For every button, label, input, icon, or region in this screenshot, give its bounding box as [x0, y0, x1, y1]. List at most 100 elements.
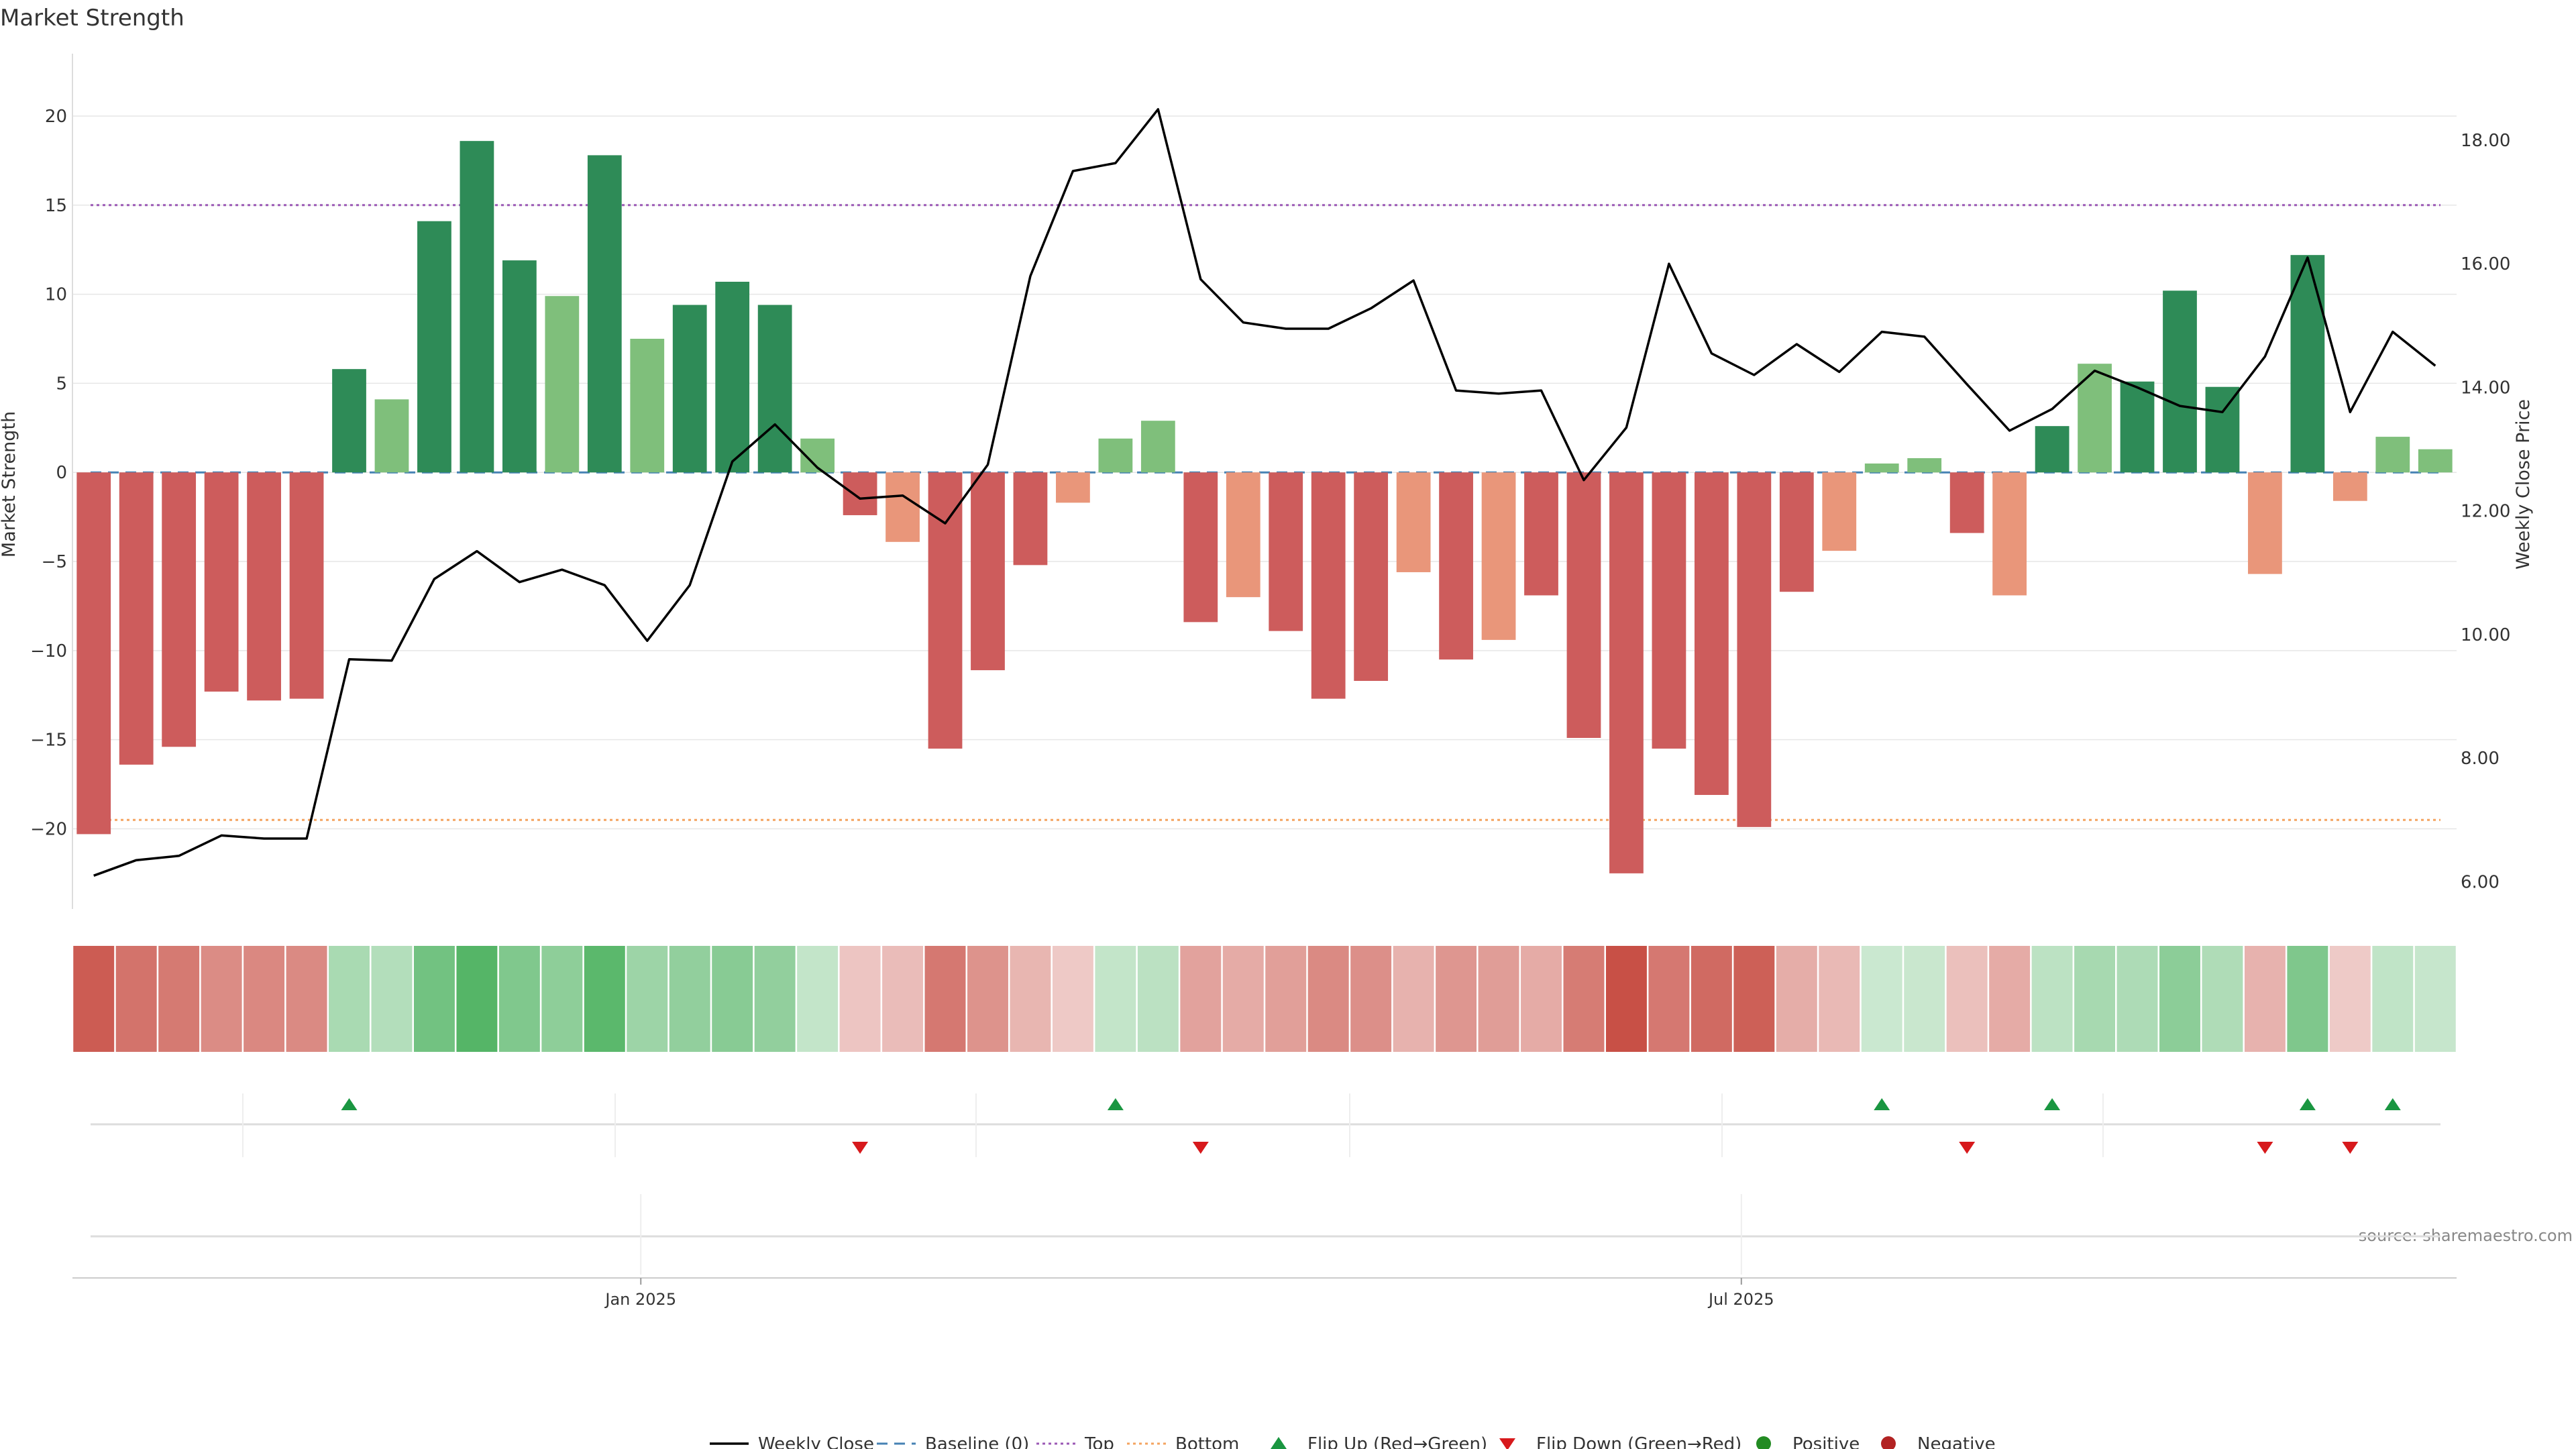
strength-bar	[630, 339, 665, 473]
heat-cell	[839, 946, 881, 1052]
y2-tick-label: 12.00	[2461, 502, 2510, 522]
heat-cell	[1861, 946, 1902, 1052]
heat-cell	[669, 946, 710, 1052]
legend-label: Negative	[1917, 1434, 1996, 1449]
strength-bar	[971, 472, 1005, 671]
heat-cell	[797, 946, 839, 1052]
heat-cell	[1010, 946, 1051, 1052]
strength-bar	[1183, 472, 1218, 623]
heat-cell	[1946, 946, 1988, 1052]
legend-swatch-flip-up	[1271, 1437, 1287, 1449]
strength-bar	[1949, 472, 1984, 533]
strength-bar	[843, 472, 877, 515]
flip-up-marker	[2299, 1098, 2316, 1110]
legend-label: Flip Down (Green→Red)	[1536, 1434, 1741, 1449]
strength-bar	[2332, 472, 2367, 501]
heat-cell	[1265, 946, 1307, 1052]
flip-down-marker	[852, 1142, 869, 1154]
heat-cell	[1307, 946, 1349, 1052]
strength-bar	[1396, 472, 1431, 572]
strength-bar	[757, 305, 792, 473]
x-tick-label: Jul 2025	[1707, 1290, 1774, 1309]
y-tick-label: −10	[30, 641, 67, 661]
heat-cell	[1350, 946, 1392, 1052]
legend-swatch-negative	[1881, 1436, 1896, 1449]
y-tick-label: 10	[45, 285, 67, 305]
y2-axis-label: Weekly Close Price	[2513, 399, 2534, 570]
heat-cell	[1776, 946, 1817, 1052]
strength-bar	[289, 472, 324, 699]
heat-cell	[627, 946, 668, 1052]
heat-cell	[115, 946, 157, 1052]
strength-bar	[2205, 386, 2240, 473]
flip-up-marker	[1874, 1098, 1890, 1110]
flip-up-marker	[2384, 1098, 2401, 1110]
heat-cell	[882, 946, 924, 1052]
heat-cell	[1904, 946, 1945, 1052]
y2-tick-label: 16.00	[2461, 254, 2510, 274]
heat-cell	[1989, 946, 2031, 1052]
strength-bar	[1652, 472, 1686, 749]
strength-bar	[885, 472, 920, 542]
heat-cell	[1690, 946, 1732, 1052]
heat-cell	[2031, 946, 2073, 1052]
legend-label: Weekly Close	[758, 1434, 874, 1449]
strength-bar	[1311, 472, 1346, 699]
heat-cell	[286, 946, 327, 1052]
legend-swatch-flip-down	[1499, 1438, 1515, 1449]
y2-tick-label: 10.00	[2461, 625, 2510, 645]
strength-bar	[1737, 472, 1772, 827]
heat-cell	[584, 946, 625, 1052]
strength-bar	[119, 472, 154, 765]
heat-cell	[329, 946, 370, 1052]
heat-cell	[1819, 946, 1860, 1052]
heat-cell	[1478, 946, 1519, 1052]
strength-bar	[247, 472, 281, 701]
strength-bar	[1439, 472, 1473, 660]
chart-title: Market Strength	[0, 5, 184, 32]
legend-swatch-positive	[1756, 1436, 1771, 1449]
heat-cell	[456, 946, 498, 1052]
strength-bar	[374, 399, 409, 473]
heat-cell	[371, 946, 413, 1052]
heat-cell	[244, 946, 285, 1052]
flip-down-marker	[1192, 1142, 1209, 1154]
strength-bar	[1226, 472, 1260, 598]
flip-down-marker	[2342, 1142, 2359, 1154]
heat-cell	[1521, 946, 1562, 1052]
strength-bar	[2375, 437, 2410, 473]
heat-cell	[2329, 946, 2371, 1052]
strength-bar	[332, 369, 366, 473]
legend-label: Bottom	[1175, 1434, 1239, 1449]
y2-tick-label: 14.00	[2461, 378, 2510, 398]
heat-cell	[1733, 946, 1775, 1052]
strength-bar	[460, 141, 494, 473]
strength-bar	[672, 305, 707, 473]
legend: Weekly Close Baseline (0) Top Bottom Flip Up…	[710, 1434, 1996, 1449]
strength-bar	[162, 472, 197, 747]
heat-cell	[2414, 946, 2456, 1052]
weekly-close-line	[93, 108, 2436, 877]
strength-bar	[928, 472, 963, 749]
y2-tick-label: 8.00	[2461, 749, 2500, 769]
strength-bar	[1609, 472, 1644, 873]
heat-cell	[1095, 946, 1136, 1052]
y-tick-label: 20	[45, 107, 67, 127]
heat-cell	[2372, 946, 2414, 1052]
strength-bar	[1566, 472, 1601, 738]
heat-cell	[967, 946, 1008, 1052]
y2-tick-label: 6.00	[2461, 872, 2500, 892]
strength-bar	[1907, 458, 1942, 473]
y-tick-label: 0	[56, 463, 67, 483]
strength-bar	[1140, 421, 1175, 473]
heat-cell	[1052, 946, 1093, 1052]
flip-up-marker	[341, 1098, 358, 1110]
strength-bar	[76, 472, 111, 835]
strength-bar	[1992, 472, 2027, 596]
flip-down-marker	[1959, 1142, 1976, 1154]
strength-bar	[2248, 472, 2282, 574]
strength-bar	[2035, 426, 2070, 473]
strength-bar	[2120, 381, 2155, 473]
heat-cell	[924, 946, 966, 1052]
heat-cell	[498, 946, 540, 1052]
